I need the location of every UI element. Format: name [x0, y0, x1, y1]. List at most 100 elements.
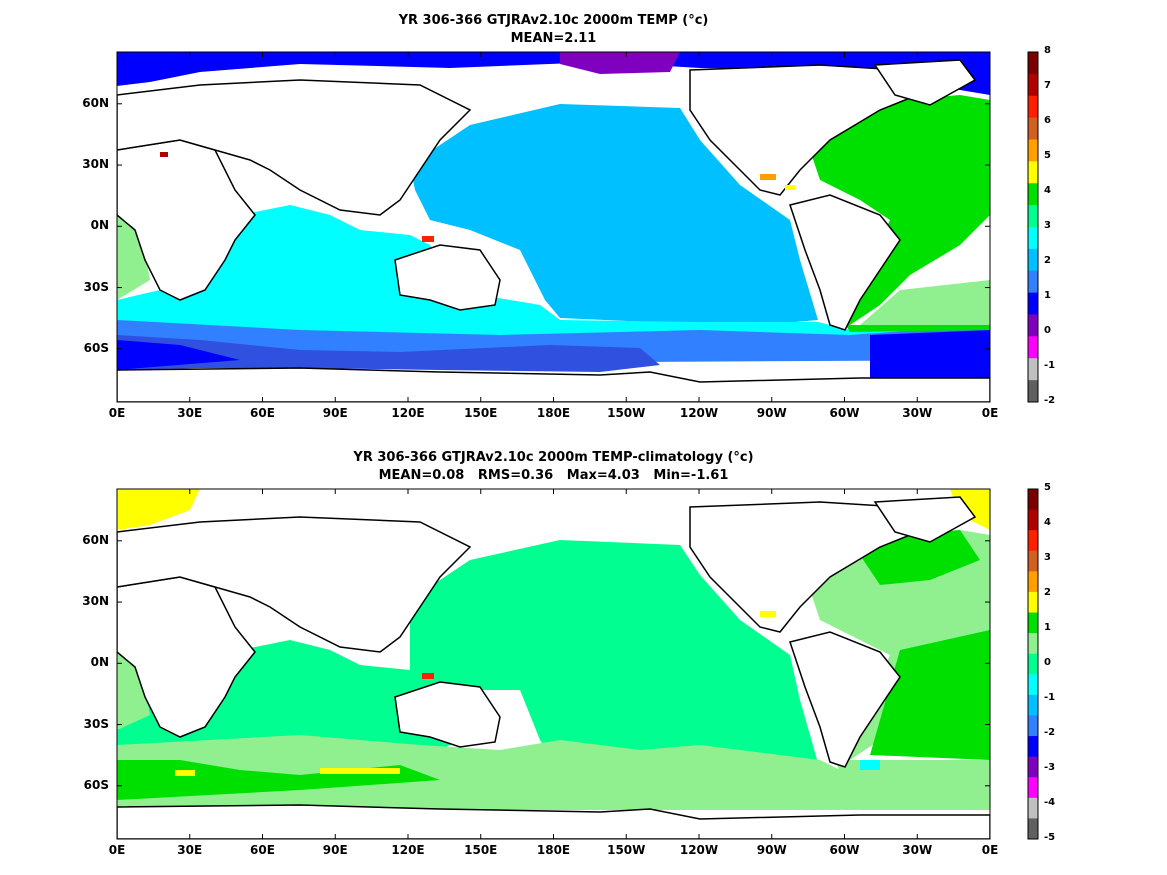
- colorbar-frame: [1027, 51, 1039, 403]
- colorbar-tick-label: 0: [1044, 325, 1051, 336]
- colorbar-swatch: [1028, 292, 1038, 315]
- panel1-subtitle: MEAN=2.11: [510, 31, 597, 46]
- colorbar-swatch: [1028, 227, 1038, 250]
- x-tick-label: 60E: [250, 406, 275, 420]
- x-tick-label: 180E: [536, 406, 571, 420]
- x-tick-label: 60W: [829, 406, 860, 420]
- x-tick-label: 30W: [902, 843, 933, 857]
- x-tick-label: 150W: [607, 406, 646, 420]
- panel2-subtitle: MEAN=0.08 RMS=0.36 Max=4.03 Min=-1.61: [378, 468, 729, 483]
- y-tick-label: 60S: [83, 340, 109, 355]
- panel2-map: [117, 489, 990, 839]
- x-tick-label: 120W: [679, 406, 719, 420]
- colorbar-swatch: [1028, 777, 1038, 799]
- colorbar-tick-label: -2: [1044, 395, 1056, 406]
- colorbar-swatch: [1028, 336, 1038, 359]
- x-tick-label: 0E: [981, 843, 999, 857]
- colorbar-swatch: [1028, 633, 1038, 655]
- colorbar-swatch: [1028, 756, 1038, 778]
- colorbar-swatch: [1028, 550, 1038, 572]
- colorbar-swatch: [1028, 205, 1038, 228]
- colorbar-swatch: [1028, 248, 1038, 272]
- colorbar-tick-label: 0: [1044, 657, 1051, 668]
- colorbar-tick-label: -1: [1044, 360, 1056, 371]
- x-tick-label: 90W: [756, 843, 787, 857]
- x-tick-label: 60W: [829, 843, 860, 857]
- x-tick-label: 120E: [391, 406, 425, 420]
- colorbar-swatch: [1028, 653, 1038, 675]
- colorbar-swatch: [1028, 358, 1038, 381]
- y-tick-label: 30S: [83, 716, 109, 731]
- y-tick-label: 30N: [82, 594, 109, 609]
- colorbar-tick-label: 2: [1044, 255, 1051, 266]
- colorbar-tick-label: 3: [1044, 552, 1051, 563]
- x-tick-label: 0E: [108, 406, 126, 420]
- y-tick-label: 60S: [83, 777, 109, 792]
- colorbar-swatch: [1028, 139, 1038, 162]
- panel1-title: YR 306-366 GTJRAv2.10c 2000m TEMP (°c): [398, 13, 709, 28]
- y-tick-label: 30N: [82, 157, 109, 172]
- colorbar-swatch: [1028, 380, 1038, 403]
- x-tick-label: 90E: [322, 843, 348, 857]
- colorbar-tick-label: 5: [1044, 482, 1051, 493]
- x-tick-label: 150E: [464, 406, 498, 420]
- x-tick-label: 120E: [391, 843, 425, 857]
- panel1-colorbar: [1027, 51, 1039, 403]
- x-tick-label: 150E: [464, 843, 498, 857]
- colorbar-swatch: [1028, 117, 1038, 140]
- x-tick-label: 120W: [679, 843, 719, 857]
- colorbar-tick-label: 5: [1044, 150, 1051, 161]
- y-tick-label: 60N: [82, 532, 109, 547]
- y-tick-label: 30S: [83, 279, 109, 294]
- x-tick-label: 30E: [177, 406, 203, 420]
- x-tick-label: 90E: [322, 406, 348, 420]
- x-tick-label: 60E: [250, 843, 275, 857]
- colorbar-swatch: [1028, 674, 1038, 696]
- colorbar-frame: [1027, 488, 1039, 840]
- colorbar-swatch: [1028, 530, 1038, 552]
- colorbar-tick-label: 8: [1044, 45, 1051, 56]
- y-tick-label: 60N: [82, 95, 109, 110]
- colorbar-swatch: [1028, 314, 1038, 337]
- colorbar-tick-label: -1: [1044, 692, 1056, 703]
- colorbar-swatch: [1028, 694, 1038, 716]
- panel1-map: [117, 52, 990, 402]
- colorbar-swatch: [1028, 818, 1038, 840]
- y-tick-label: 0N: [90, 218, 109, 233]
- x-tick-label: 150W: [607, 843, 646, 857]
- colorbar-swatch: [1028, 489, 1038, 511]
- x-tick-label: 90W: [756, 406, 787, 420]
- x-tick-label: 180E: [536, 843, 571, 857]
- colorbar-swatch: [1028, 571, 1038, 593]
- colorbar-swatch: [1028, 161, 1038, 184]
- colorbar-swatch: [1028, 95, 1038, 119]
- colorbar-tick-label: 4: [1044, 517, 1051, 528]
- colorbar-swatch: [1028, 797, 1038, 819]
- colorbar-swatch: [1028, 73, 1038, 97]
- colorbar-tick-label: -4: [1044, 797, 1056, 808]
- x-tick-label: 30E: [177, 843, 203, 857]
- colorbar-swatch: [1028, 52, 1038, 75]
- colorbar-tick-label: 2: [1044, 587, 1051, 598]
- colorbar-swatch: [1028, 509, 1038, 531]
- panel2-title: YR 306-366 GTJRAv2.10c 2000m TEMP-climat…: [353, 450, 754, 465]
- colorbar-tick-label: 6: [1044, 115, 1051, 126]
- colorbar-tick-label: 3: [1044, 220, 1051, 231]
- colorbar-tick-label: -3: [1044, 762, 1056, 773]
- colorbar-swatch: [1028, 715, 1038, 737]
- colorbar-tick-label: 1: [1044, 290, 1051, 301]
- colorbar-swatch: [1028, 270, 1038, 294]
- colorbar-swatch: [1028, 736, 1038, 758]
- colorbar-swatch: [1028, 591, 1038, 614]
- colorbar-tick-label: -2: [1044, 727, 1056, 738]
- colorbar-tick-label: 1: [1044, 622, 1051, 633]
- panel2-colorbar: [1027, 488, 1039, 840]
- colorbar-swatch: [1028, 612, 1038, 634]
- colorbar-tick-label: -5: [1044, 832, 1056, 843]
- colorbar-tick-label: 7: [1044, 80, 1051, 91]
- x-tick-label: 0E: [108, 843, 126, 857]
- colorbar-swatch: [1028, 183, 1038, 206]
- x-tick-label: 0E: [981, 406, 999, 420]
- y-tick-label: 0N: [90, 655, 109, 670]
